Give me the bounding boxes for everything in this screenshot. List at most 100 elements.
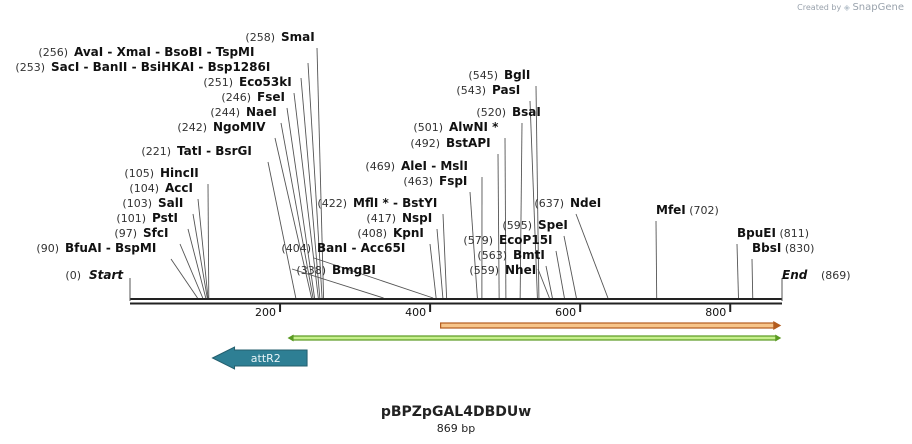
site-leader-line [192,213,208,299]
site-position: (492) [410,137,440,150]
snapgene-credit: Created by ◈ SnapGene [797,2,904,13]
site-labels: BfuAI - BspMI(90)SfcI(97)PstI(101)SalI(1… [15,30,814,277]
site-leader-line [316,47,325,299]
site-position: (97) [114,227,137,240]
enzyme-name: BmtI [513,248,545,262]
site-position: (463) [403,175,433,188]
attR2-label: attR2 [251,352,281,365]
site-label: SacI - BanII - BsiHKAI - Bsp1286I [51,60,270,74]
enzyme-name: NgoMIV [213,120,266,134]
site-label: FseI [257,90,285,104]
site-position: (520) [476,106,506,119]
enzyme-name: - MslI [427,159,468,173]
site-label: BglI [504,68,530,82]
axis-ticks: 200 400 600 800 [255,304,732,319]
enzyme-name: TatI [177,144,202,158]
site-position: (637) [534,197,564,210]
site-position: (253) [15,61,45,74]
site-leader-line [529,100,538,299]
site-position: (545) [468,69,498,82]
site-label: NdeI [570,196,601,210]
site-position: (90) [36,242,59,255]
site-label: NheI [505,263,536,277]
site-position: (501) [413,121,443,134]
axis-tick-label: 800 [705,306,726,319]
site-label: BbsI (830) [752,241,814,255]
enzyme-name: MfeI [656,203,686,217]
site-position: (579) [463,234,493,247]
end-position: (869) [821,269,851,282]
site-position: (404) [281,242,311,255]
site-label: AccI [165,181,193,195]
site-label: BmgBI [332,263,376,277]
end-labels: (0) Start End (869) [65,268,850,282]
enzyme-name: BstAPI [446,136,491,150]
site-position: (246) [221,91,251,104]
site-leader-line [197,198,209,299]
green-feature-right-arrowhead [775,334,782,342]
start-position: (0) [65,269,81,282]
plasmid-length: 869 bp [436,422,476,435]
site-label: Eco53kI [239,75,292,89]
enzyme-name: BmgBI [332,263,376,277]
site-label: NgoMIV [213,120,266,134]
site-label: SmaI [281,30,315,44]
enzyme-name: BanI [317,241,347,255]
site-position: (702) [686,204,719,217]
enzyme-name: BsaI [512,105,541,119]
enzyme-name: NdeI [570,196,601,210]
green-feature-left-arrowhead [287,334,294,342]
site-position: (221) [141,145,171,158]
site-leader-line [519,122,523,299]
enzyme-name: AlwNI * [449,120,499,134]
site-leader-line [537,268,550,299]
enzyme-name: - BspMI [102,241,157,255]
site-label: SalI [158,196,183,210]
enzyme-name: BpuEI [737,226,776,240]
site-leader-line [555,250,565,299]
site-label: MflI * - BstYI [353,196,437,210]
enzyme-name: PasI [492,83,520,97]
enzyme-name: SpeI [538,218,568,232]
enzyme-name: AvaI [74,45,103,59]
enzyme-name: SalI [158,196,183,210]
site-position: (251) [203,76,233,89]
site-label: BstAPI [446,136,491,150]
site-position: (256) [38,46,68,59]
axis-tick-label: 200 [255,306,276,319]
enzyme-name: - BsrGI [202,144,252,158]
enzyme-name: MflI * [353,196,389,210]
site-position: (242) [177,121,207,134]
site-leader-line [291,268,384,299]
site-leader-line [469,191,478,299]
site-position: (244) [210,106,240,119]
enzyme-name: - Bsp1286I [194,60,270,74]
attR2-arrow [211,346,308,370]
enzyme-name: AleI [401,159,427,173]
site-leader-line [442,213,448,299]
enzyme-name: KpnI [393,226,424,240]
site-leader-line [575,213,609,299]
site-leader-line [187,228,207,299]
site-label: KpnI [393,226,424,240]
site-leader-line [504,137,507,299]
site-leader-line [170,258,198,299]
enzyme-name: - BsoBI [151,45,202,59]
orange-feature-arrowhead [773,321,782,330]
site-position: (258) [245,31,275,44]
site-position: (830) [781,242,814,255]
site-label: SfcI [143,226,168,240]
site-leader-line [429,243,437,299]
site-label: NspI [402,211,432,225]
site-leader-line [267,161,297,299]
enzyme-name: NspI [402,211,432,225]
site-leader-line [207,183,210,299]
backbone [129,278,783,305]
site-leader-line [300,77,321,299]
site-label: AlwNI * [449,120,499,134]
site-label: MfeI (702) [656,203,719,217]
site-position: (563) [477,249,507,262]
site-label: TatI - BsrGI [177,144,252,158]
enzyme-name: SmaI [281,30,315,44]
site-leader-line [535,85,540,299]
